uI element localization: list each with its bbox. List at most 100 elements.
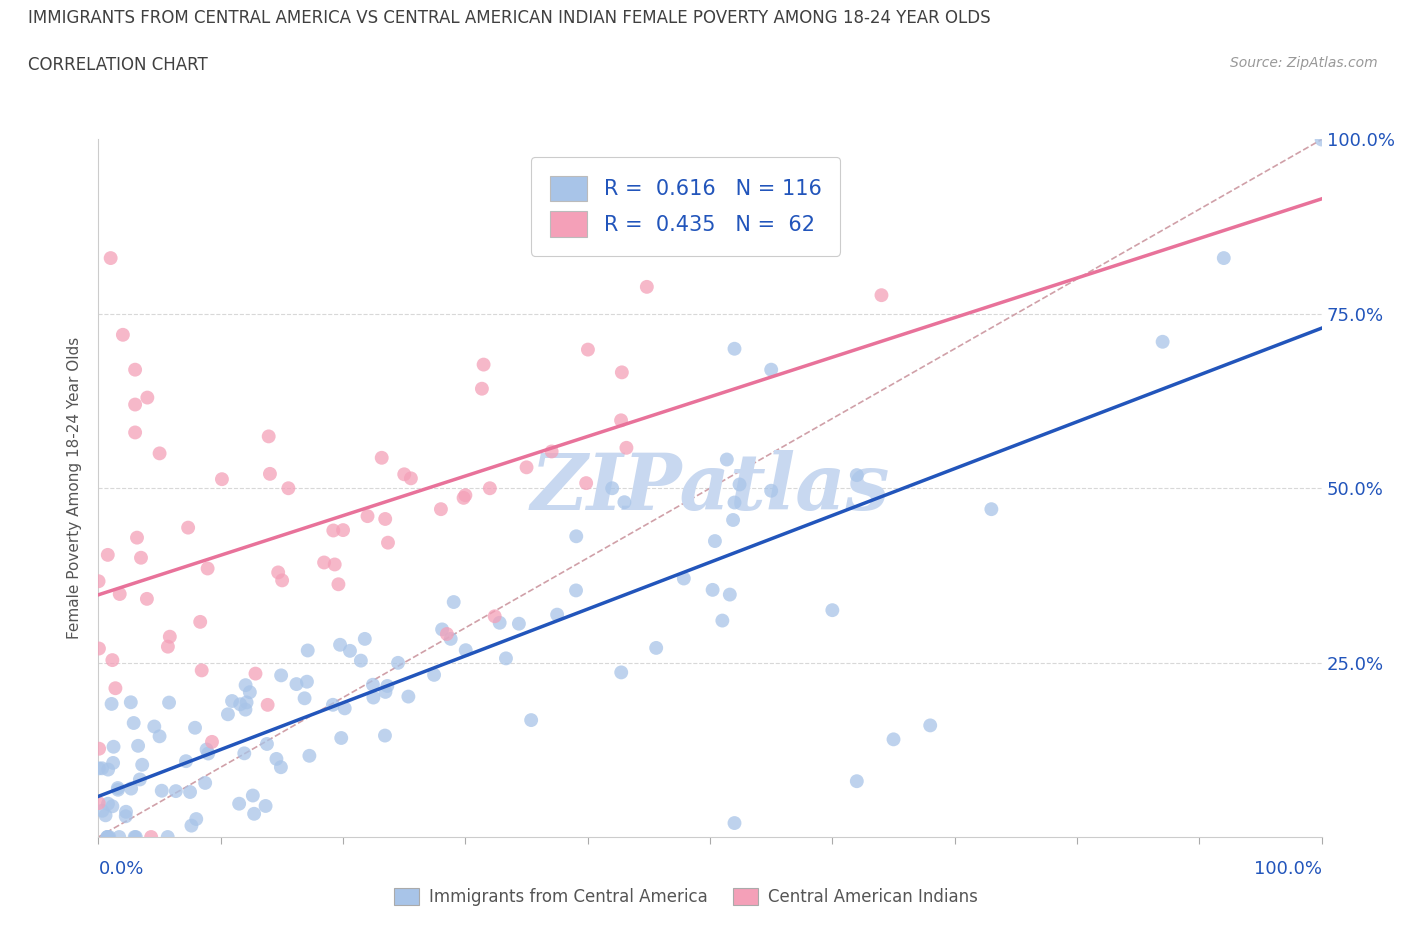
Text: ZIPatlas: ZIPatlas [530,450,890,526]
Point [423,668,446,683]
Point [87,796,110,811]
Point [377,536,399,551]
Point [728,477,751,492]
Point [374,684,396,699]
Point [91,761,114,776]
Text: IMMIGRANTS FROM CENTRAL AMERICA VS CENTRAL AMERICAN INDIAN FEMALE POVERTY AMONG : IMMIGRANTS FROM CENTRAL AMERICA VS CENTR… [28,9,991,27]
Point [266,751,288,766]
Point [100,251,122,266]
Point [329,637,352,652]
Point [270,760,292,775]
Point [297,643,319,658]
Point [120,781,142,796]
Point [201,735,224,750]
Point [920,718,942,733]
Point [323,557,346,572]
Point [211,472,233,486]
Legend: Immigrants from Central America, Central American Indians: Immigrants from Central America, Central… [387,881,984,912]
Point [387,656,409,671]
Point [150,783,173,798]
Point [114,809,136,824]
Point [703,534,725,549]
Point [600,481,623,496]
Point [107,780,129,795]
Point [711,613,734,628]
Point [374,512,396,526]
Point [97,796,120,811]
Point [298,749,321,764]
Point [129,551,152,565]
Point [575,475,598,490]
Point [242,788,264,803]
Point [295,674,318,689]
Text: 100.0%: 100.0% [1254,860,1322,878]
Point [392,467,416,482]
Point [156,830,179,844]
Point [233,746,256,761]
Point [135,591,157,606]
Point [96,830,118,844]
Point [495,651,517,666]
Point [98,830,121,844]
Point [723,341,745,356]
Point [488,616,510,631]
Point [453,490,475,505]
Point [177,520,200,535]
Point [149,445,172,460]
Point [195,742,218,757]
Point [156,639,179,654]
Point [87,574,110,589]
Point [101,653,124,668]
Point [515,460,537,474]
Point [125,830,148,844]
Point [363,690,385,705]
Point [277,481,299,496]
Point [159,630,181,644]
Point [339,644,361,658]
Point [565,583,588,598]
Point [94,808,117,823]
Point [375,679,398,694]
Point [322,698,344,712]
Point [565,529,588,544]
Point [1212,251,1234,266]
Text: 0.0%: 0.0% [98,860,143,878]
Point [107,782,129,797]
Point [285,677,308,692]
Point [440,631,463,646]
Point [256,698,278,712]
Point [257,429,280,444]
Point [267,565,290,580]
Point [180,818,202,833]
Point [472,357,495,372]
Point [115,804,138,819]
Point [245,666,267,681]
Point [399,471,422,485]
Point [322,523,344,538]
Point [111,327,134,342]
Point [374,728,396,743]
Point [124,425,146,440]
Point [370,450,392,465]
Point [101,755,124,770]
Point [120,695,142,710]
Point [443,594,465,609]
Point [616,441,638,456]
Point [723,495,745,510]
Point [125,530,148,545]
Point [197,561,219,576]
Point [157,695,180,710]
Point [197,746,219,761]
Point [1310,132,1333,147]
Point [294,691,316,706]
Point [610,365,633,379]
Point [328,577,350,591]
Point [761,484,783,498]
Point [239,684,262,699]
Point [761,363,783,378]
Point [636,279,658,294]
Point [723,816,745,830]
Point [235,702,257,717]
Point [87,741,110,756]
Point [148,729,170,744]
